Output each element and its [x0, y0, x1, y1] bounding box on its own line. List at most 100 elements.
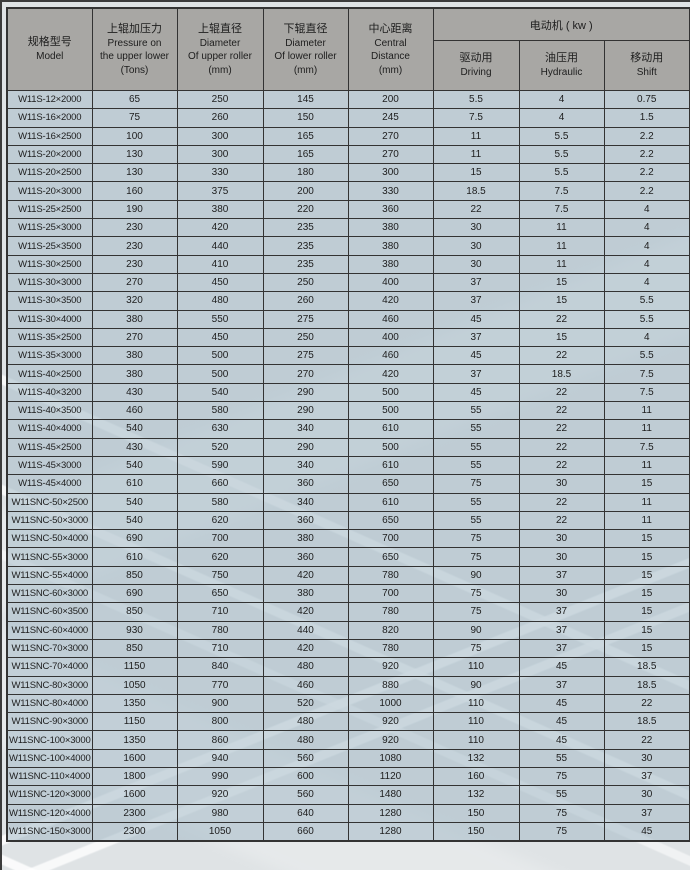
- driving-kw-cell: 160: [432, 766, 520, 787]
- header-hydraulic-zh: 油压用: [545, 52, 578, 65]
- table-row: W11S-25×3000 230 420 235 380 30 11 4: [6, 218, 690, 238]
- central-distance-cell: 500: [347, 437, 434, 457]
- upper-diameter-cell: 480: [176, 291, 264, 311]
- table-row: W11S-40×2500 380 500 270 420 37 18.5 7.5: [6, 364, 690, 384]
- driving-kw-cell: 90: [432, 565, 520, 586]
- driving-kw-cell: 132: [432, 785, 520, 805]
- driving-kw-cell: 55: [432, 419, 520, 439]
- table-row: W11S-30×3500 320 480 260 420 37 15 5.5: [6, 291, 690, 311]
- lower-diameter-cell: 235: [262, 236, 349, 256]
- pressure-cell: 1050: [91, 675, 178, 695]
- central-distance-cell: 400: [347, 272, 434, 293]
- model-cell: W11SNC-50×4000: [6, 529, 93, 549]
- central-distance-cell: 330: [347, 181, 434, 201]
- lower-diameter-cell: 250: [262, 272, 349, 293]
- table-row: W11S-45×3000 540 590 340 610 55 22 11: [6, 455, 690, 476]
- hydraulic-kw-cell: 18.5: [518, 364, 605, 384]
- central-distance-cell: 1120: [347, 766, 434, 787]
- driving-kw-cell: 55: [432, 401, 520, 421]
- hydraulic-kw-cell: 45: [518, 693, 605, 714]
- hydraulic-kw-cell: 22: [518, 382, 605, 403]
- shift-kw-cell: 5.5: [603, 309, 690, 329]
- shift-kw-cell: 15: [603, 474, 690, 494]
- header-driving: 驱动用 Driving: [432, 40, 520, 91]
- upper-diameter-cell: 300: [176, 144, 264, 165]
- hydraulic-kw-cell: 4: [518, 108, 605, 128]
- hydraulic-kw-cell: 55: [518, 785, 605, 805]
- hydraulic-kw-cell: 37: [518, 565, 605, 586]
- upper-diameter-cell: 620: [176, 547, 264, 567]
- hydraulic-kw-cell: 22: [518, 419, 605, 439]
- model-cell: W11SNC-90×3000: [6, 712, 93, 732]
- model-cell: W11SNC-150×3000: [6, 821, 93, 842]
- table-row: W11SNC-55×4000 850 750 420 780 90 37 15: [6, 565, 690, 586]
- table-row: W11S-16×2500 100 300 165 270 11 5.5 2.2: [6, 126, 690, 146]
- shift-kw-cell: 30: [603, 785, 690, 805]
- shift-kw-cell: 15: [603, 529, 690, 549]
- shift-kw-cell: 15: [603, 565, 690, 586]
- lower-diameter-cell: 260: [262, 291, 349, 311]
- hydraulic-kw-cell: 22: [518, 309, 605, 329]
- driving-kw-cell: 5.5: [432, 89, 520, 110]
- lower-diameter-cell: 660: [262, 821, 349, 842]
- pressure-cell: 540: [91, 455, 178, 476]
- central-distance-cell: 820: [347, 620, 434, 640]
- header-hydraulic-en: Hydraulic: [540, 67, 583, 79]
- central-distance-cell: 1080: [347, 748, 434, 768]
- table-row: W11S-45×4000 610 660 360 650 75 30 15: [6, 474, 690, 494]
- central-distance-cell: 420: [347, 364, 434, 384]
- shift-kw-cell: 11: [603, 455, 690, 476]
- table-row: W11S-30×2500 230 410 235 380 30 11 4: [6, 254, 690, 274]
- model-cell: W11SNC-50×3000: [6, 510, 93, 531]
- model-cell: W11S-16×2500: [6, 126, 93, 146]
- model-cell: W11S-40×4000: [6, 419, 93, 439]
- central-distance-cell: 880: [347, 675, 434, 695]
- driving-kw-cell: 110: [432, 712, 520, 732]
- driving-kw-cell: 15: [432, 163, 520, 183]
- lower-diameter-cell: 340: [262, 455, 349, 476]
- pressure-cell: 190: [91, 199, 178, 220]
- hydraulic-kw-cell: 5.5: [518, 126, 605, 146]
- lower-diameter-cell: 520: [262, 693, 349, 714]
- shift-kw-cell: 4: [603, 199, 690, 220]
- central-distance-cell: 1280: [347, 821, 434, 842]
- header-central-distance-en2: Distance: [371, 51, 410, 63]
- hydraulic-kw-cell: 30: [518, 529, 605, 549]
- spec-table: 规格型号 Model 上辊加压力 Pressure on the upper l…: [6, 7, 690, 843]
- driving-kw-cell: 110: [432, 693, 520, 714]
- driving-kw-cell: 75: [432, 584, 520, 604]
- pressure-cell: 430: [91, 437, 178, 457]
- model-cell: W11S-30×2500: [6, 254, 93, 274]
- table-header: 规格型号 Model 上辊加压力 Pressure on the upper l…: [6, 7, 690, 91]
- model-cell: W11S-25×3000: [6, 218, 93, 238]
- lower-diameter-cell: 180: [262, 163, 349, 183]
- table-row: W11SNC-90×3000 1150 800 480 920 110 45 1…: [6, 712, 690, 732]
- header-upper-diameter-en1: Diameter: [199, 37, 241, 49]
- driving-kw-cell: 75: [432, 529, 520, 549]
- lower-diameter-cell: 420: [262, 565, 349, 586]
- driving-kw-cell: 37: [432, 327, 520, 348]
- shift-kw-cell: 2.2: [603, 181, 690, 201]
- header-upper-diameter-unit: (mm): [208, 64, 232, 76]
- lower-diameter-cell: 275: [262, 309, 349, 329]
- driving-kw-cell: 18.5: [432, 181, 520, 201]
- lower-diameter-cell: 640: [262, 803, 349, 823]
- pressure-cell: 850: [91, 638, 178, 659]
- driving-kw-cell: 55: [432, 492, 520, 512]
- driving-kw-cell: 55: [432, 510, 520, 531]
- shift-kw-cell: 2.2: [603, 126, 690, 146]
- shift-kw-cell: 11: [603, 419, 690, 439]
- lower-diameter-cell: 360: [262, 547, 349, 567]
- lower-diameter-cell: 270: [262, 364, 349, 384]
- table-row: W11SNC-80×3000 1050 770 460 880 90 37 18…: [6, 675, 690, 695]
- upper-diameter-cell: 450: [176, 272, 264, 293]
- shift-kw-cell: 18.5: [603, 675, 690, 695]
- pressure-cell: 380: [91, 309, 178, 329]
- table-row: W11S-30×3000 270 450 250 400 37 15 4: [6, 272, 690, 293]
- hydraulic-kw-cell: 37: [518, 638, 605, 659]
- driving-kw-cell: 11: [432, 144, 520, 165]
- hydraulic-kw-cell: 45: [518, 730, 605, 750]
- table-body: W11S-12×2000 65 250 145 200 5.5 4 0.75 W…: [6, 89, 690, 842]
- pressure-cell: 1350: [91, 730, 178, 750]
- hydraulic-kw-cell: 11: [518, 218, 605, 238]
